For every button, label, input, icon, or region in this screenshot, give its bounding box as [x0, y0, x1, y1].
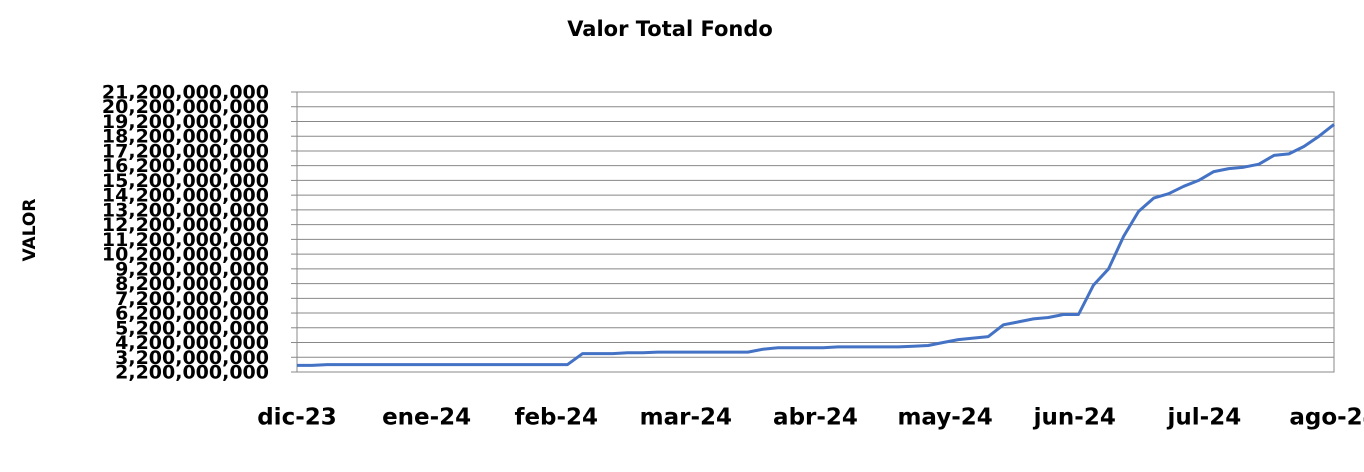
- y-tick-label: 18,200,000,000: [102, 126, 269, 148]
- y-tick-label: 19,200,000,000: [102, 111, 269, 133]
- x-tick-label: dic-23: [257, 405, 337, 431]
- y-tick-label: 10,200,000,000: [102, 244, 269, 266]
- x-tick-label: mar-24: [640, 405, 732, 431]
- y-tick-label: 20,200,000,000: [102, 96, 269, 118]
- y-tick-label: 2,200,000,000: [115, 362, 269, 384]
- plot-area: [296, 91, 1335, 373]
- x-tick-label: ago-24: [1289, 405, 1364, 431]
- y-tick-label: 15,200,000,000: [102, 170, 269, 192]
- y-tick-label: 12,200,000,000: [102, 214, 269, 236]
- chart-title: Valor Total Fondo: [567, 17, 773, 41]
- y-tick-label: 13,200,000,000: [102, 199, 269, 221]
- y-tick-label: 3,200,000,000: [115, 347, 269, 369]
- y-tick-label: 17,200,000,000: [102, 140, 269, 162]
- data-line: [297, 123, 1335, 367]
- y-tick-label: 21,200,000,000: [102, 82, 269, 104]
- y-tick-label: 16,200,000,000: [102, 155, 269, 177]
- x-tick-label: jun-24: [1033, 405, 1116, 431]
- x-tick-label: ene-24: [382, 405, 471, 431]
- x-tick-label: may-24: [897, 405, 992, 431]
- y-tick-label: 9,200,000,000: [115, 258, 269, 280]
- y-tick-label: 5,200,000,000: [115, 317, 269, 339]
- x-tick-label: feb-24: [514, 405, 598, 431]
- y-axis-label: VALOR: [20, 199, 40, 262]
- x-tick-label: abr-24: [773, 405, 858, 431]
- y-tick-label: 14,200,000,000: [102, 185, 269, 207]
- y-tick-label: 8,200,000,000: [115, 273, 269, 295]
- y-tick-label: 6,200,000,000: [115, 303, 269, 325]
- y-tick-label: 7,200,000,000: [115, 288, 269, 310]
- y-tick-label: 4,200,000,000: [115, 332, 269, 354]
- y-tick-label: 11,200,000,000: [102, 229, 269, 251]
- x-tick-label: jul-24: [1167, 405, 1242, 431]
